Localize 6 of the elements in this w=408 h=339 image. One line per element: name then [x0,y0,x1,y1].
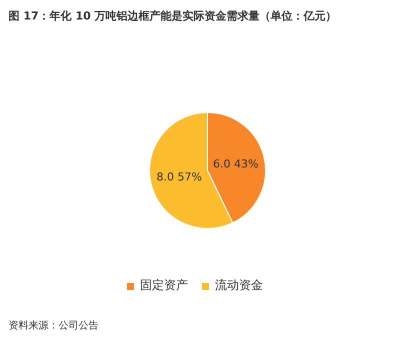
data-label: 8.0 57% [156,170,202,184]
chart-title: 图 17：年化 10 万吨铝边框产能是实际资金需求量（单位：亿元） [8,10,337,22]
legend-label: 固定资产 [140,277,188,294]
data-label: 6.0 43% [213,158,259,171]
legend-label: 流动资金 [215,277,263,294]
text: 资料来源：公司公告 [8,320,98,332]
